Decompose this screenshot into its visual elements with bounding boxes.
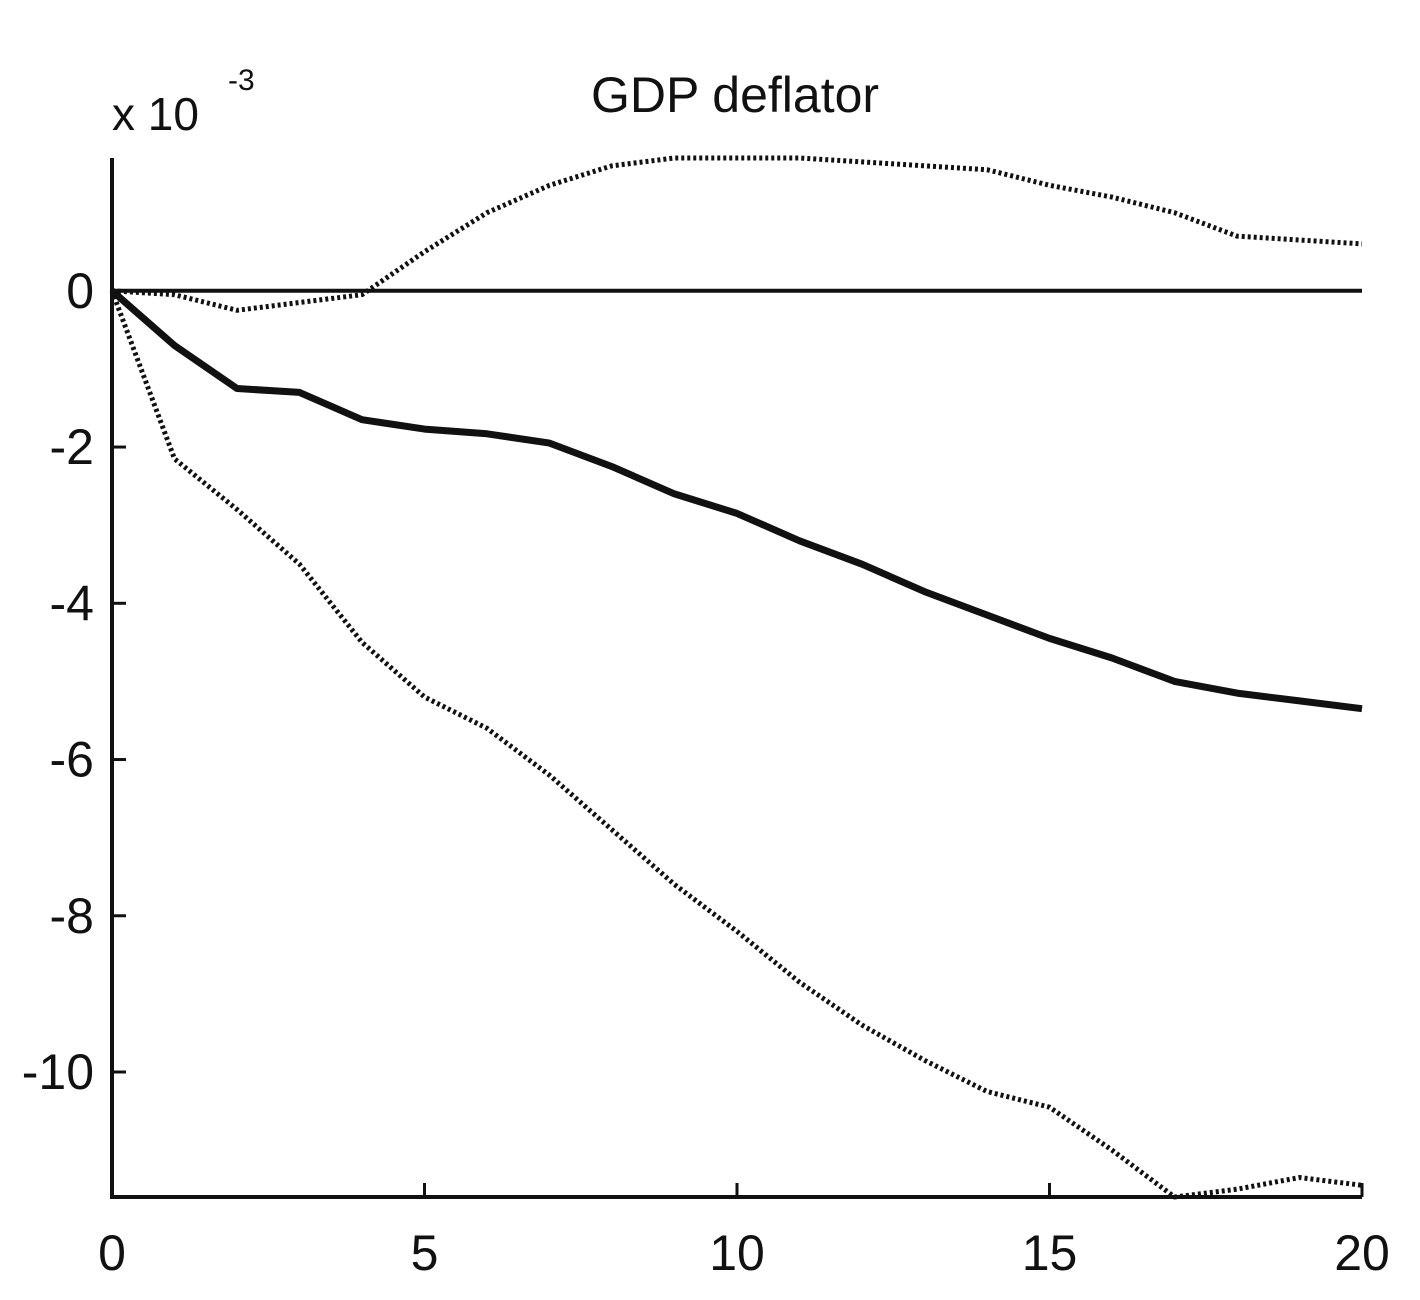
y-tick-label: -2 [50, 419, 94, 475]
y-multiplier-exponent: -3 [228, 64, 255, 97]
plot-area [109, 155, 1363, 1200]
y-multiplier: x 10 -3 [112, 64, 255, 140]
x-tick-label: 20 [1334, 1225, 1390, 1281]
y-tick-label: 0 [66, 263, 94, 319]
y-tick-label: -10 [22, 1044, 94, 1100]
series-line-lower-band [109, 289, 1363, 1200]
series-line-point-estimate [109, 288, 1363, 713]
axes: 0 5 10 15 20 0 -2 -4 -6 -8 -10 [22, 158, 1390, 1281]
series-line-upper-band [111, 155, 1363, 313]
x-tick-label: 10 [709, 1225, 765, 1281]
chart-title: GDP deflator [591, 67, 879, 123]
x-tick-label: 0 [98, 1225, 126, 1281]
y-multiplier-base: x 10 [112, 88, 199, 140]
y-tick-label: -6 [50, 732, 94, 788]
y-tick-label: -4 [50, 575, 94, 631]
y-tick-label: -8 [50, 888, 94, 944]
x-tick-label: 15 [1022, 1225, 1078, 1281]
x-tick-label: 5 [411, 1225, 439, 1281]
